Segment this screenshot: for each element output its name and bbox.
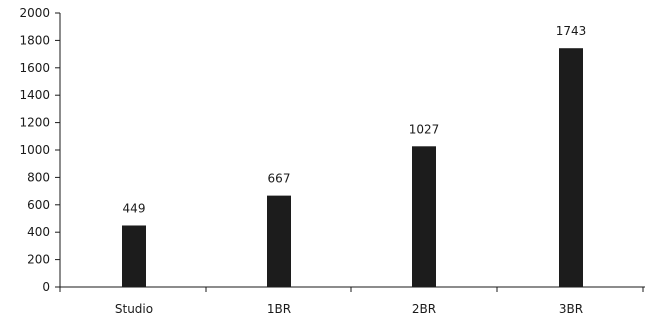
x-axis: Studio 1BR 2BR 3BR [59, 286, 645, 316]
bar-3br [559, 48, 583, 287]
x-category-label: 1BR [267, 302, 291, 316]
y-axis: 0 200 400 600 800 1000 1200 1400 1600 1800 2000 [19, 6, 61, 294]
y-tick-label: 1000 [19, 143, 50, 157]
y-tick-label: 0 [42, 280, 50, 294]
x-category-label: 3BR [559, 302, 583, 316]
data-label: 1027 [409, 122, 440, 136]
y-tick-label: 400 [27, 225, 50, 239]
y-tick-label: 600 [27, 198, 50, 212]
y-tick-label: 200 [27, 253, 50, 267]
data-label: 1743 [556, 24, 587, 38]
y-tick-label: 2000 [19, 6, 50, 20]
data-label: 449 [123, 201, 146, 215]
y-tick-label: 1800 [19, 33, 50, 47]
bar-2br [412, 146, 436, 287]
x-category-label: 2BR [412, 302, 436, 316]
y-tick-label: 1200 [19, 116, 50, 130]
data-label: 667 [268, 172, 291, 186]
bar-studio [122, 225, 146, 287]
bars: 449 667 1027 1743 [122, 24, 586, 287]
y-tick-label: 800 [27, 170, 50, 184]
y-tick-label: 1400 [19, 88, 50, 102]
bar-1br [267, 195, 291, 287]
y-tick-label: 1600 [19, 61, 50, 75]
x-category-label: Studio [115, 302, 153, 316]
